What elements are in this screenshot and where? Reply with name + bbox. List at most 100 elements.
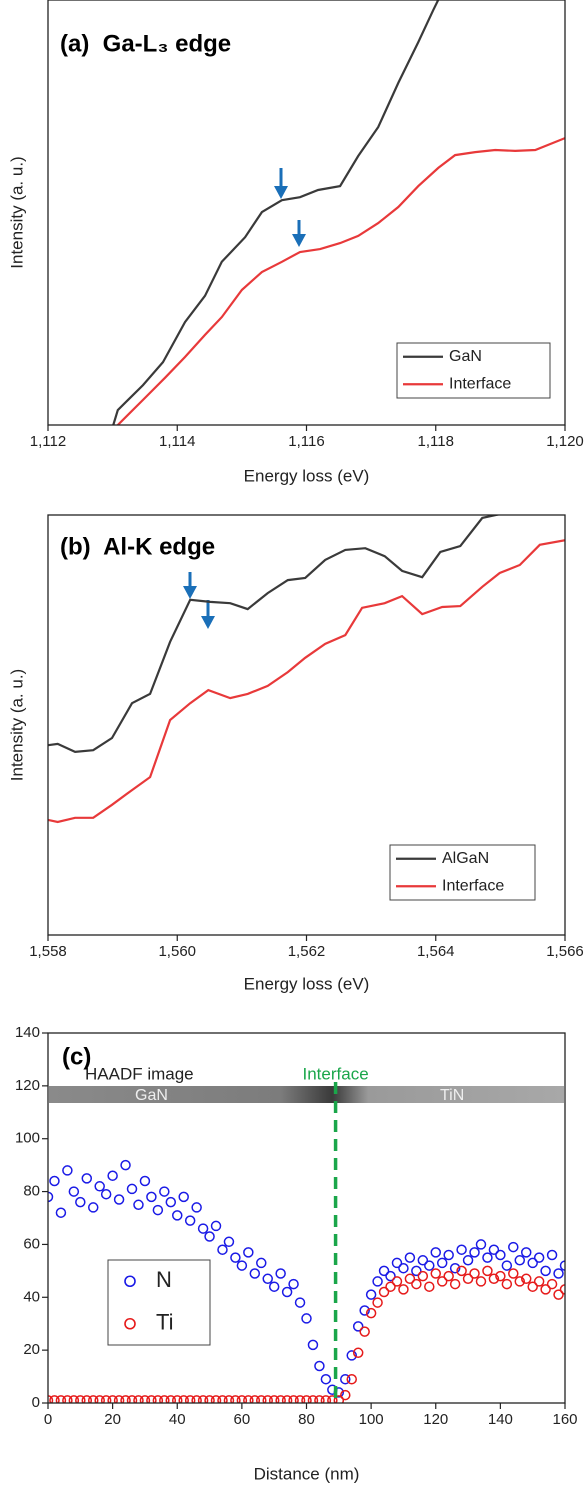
point	[436, 1276, 448, 1287]
x-tick-label: 1,112	[30, 433, 66, 450]
point	[533, 1276, 545, 1287]
point	[398, 1284, 409, 1295]
legend-marker	[124, 1317, 136, 1330]
y-tick-label: 140	[15, 1024, 40, 1041]
x-tick-label: 1,560	[158, 943, 196, 960]
point	[94, 1181, 105, 1192]
y-axis-label: Intensity (a. u.)	[7, 669, 26, 781]
x-tick-label: 1,114	[159, 433, 195, 450]
point	[62, 1395, 73, 1403]
legend-box	[396, 342, 551, 399]
x-tick-label: 1,566	[546, 943, 584, 960]
point	[172, 1210, 183, 1221]
point	[314, 1395, 325, 1403]
y-tick-label: 80	[23, 1183, 40, 1200]
point	[559, 1284, 565, 1295]
point	[320, 1373, 332, 1385]
point	[495, 1270, 506, 1282]
point	[236, 1260, 248, 1271]
point	[443, 1270, 454, 1282]
point	[488, 1244, 500, 1255]
point	[133, 1395, 144, 1403]
x-tick-label: 100	[359, 1411, 384, 1428]
point	[94, 1395, 105, 1403]
x-axis-label: Energy loss (eV)	[244, 466, 370, 485]
point	[191, 1395, 202, 1403]
point	[391, 1276, 403, 1287]
point	[288, 1278, 299, 1290]
point	[398, 1262, 409, 1274]
point	[546, 1278, 558, 1290]
point	[527, 1257, 538, 1269]
point	[340, 1373, 351, 1385]
x-tick-label: 60	[234, 1411, 251, 1428]
point	[372, 1297, 383, 1308]
point	[340, 1389, 351, 1401]
x-tick-label: 1,116	[288, 433, 324, 450]
point	[139, 1175, 151, 1187]
point	[172, 1395, 183, 1403]
point	[49, 1175, 60, 1187]
line	[48, 515, 502, 754]
point	[508, 1241, 519, 1253]
line	[112, 0, 440, 425]
point	[482, 1252, 493, 1263]
point	[314, 1360, 325, 1372]
point	[430, 1268, 441, 1279]
x-tick-label: 80	[298, 1411, 315, 1428]
point	[197, 1223, 209, 1234]
point	[113, 1194, 125, 1205]
point	[301, 1395, 312, 1403]
point	[159, 1186, 170, 1197]
point	[514, 1276, 526, 1287]
point	[443, 1249, 454, 1261]
point	[55, 1207, 67, 1218]
point	[456, 1265, 467, 1277]
point	[333, 1395, 345, 1403]
point	[217, 1395, 228, 1403]
point	[301, 1313, 312, 1324]
point	[462, 1255, 474, 1266]
frame	[47, 514, 566, 936]
plot-area	[48, 515, 565, 824]
point	[146, 1191, 157, 1203]
point	[449, 1278, 461, 1290]
point	[378, 1265, 390, 1277]
legend-label: N	[156, 1267, 172, 1292]
point	[346, 1350, 357, 1361]
point	[417, 1255, 429, 1266]
line	[117, 137, 565, 425]
image-label: GaN	[135, 1087, 168, 1104]
point	[159, 1395, 170, 1403]
point	[223, 1395, 235, 1403]
point	[320, 1395, 332, 1403]
point	[75, 1395, 86, 1403]
point	[165, 1395, 177, 1403]
plot-area	[112, 0, 565, 425]
y-tick-label: 40	[23, 1288, 40, 1305]
point	[430, 1247, 441, 1258]
point	[75, 1196, 86, 1208]
point	[281, 1395, 293, 1403]
x-axis-label: Energy loss (eV)	[244, 974, 370, 993]
x-tick-label: 1,564	[417, 943, 455, 960]
point	[184, 1215, 196, 1226]
panel-title: (b) Al-K edge	[60, 533, 215, 560]
interface-label: Interface	[303, 1064, 369, 1083]
point	[120, 1159, 131, 1171]
point	[281, 1286, 293, 1298]
point	[475, 1276, 487, 1287]
point	[417, 1270, 429, 1282]
point	[197, 1395, 209, 1403]
point	[307, 1339, 319, 1351]
point	[107, 1395, 118, 1403]
point	[346, 1373, 357, 1385]
point	[411, 1265, 422, 1277]
point	[146, 1395, 157, 1403]
point	[307, 1395, 319, 1403]
legend-box	[107, 1259, 211, 1346]
point	[256, 1395, 267, 1403]
point	[126, 1183, 138, 1195]
x-tick-label: 1,120	[546, 433, 584, 450]
point	[488, 1273, 500, 1285]
